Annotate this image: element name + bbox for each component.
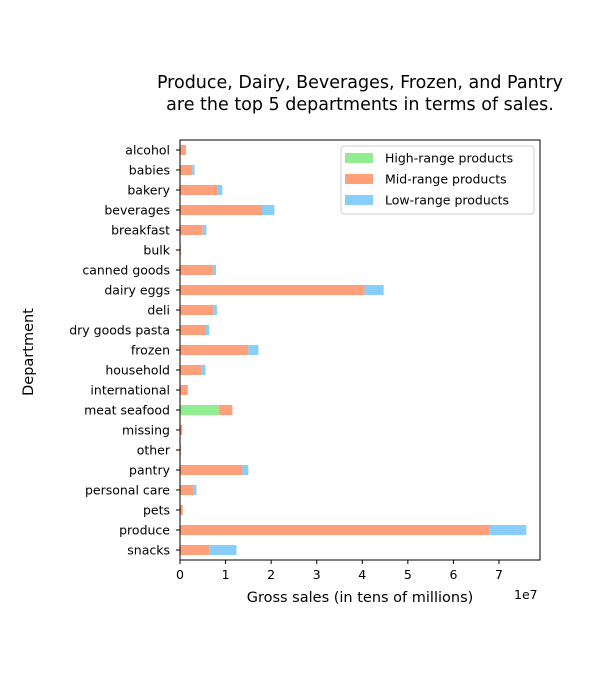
bar-produce-series-1 [180, 525, 490, 535]
bar-frozen-series-2 [248, 345, 259, 355]
bar-missing-series-1 [180, 425, 183, 435]
x-tick-label-2: 2 [267, 567, 275, 582]
y-tick-label-canned-goods: canned goods [82, 263, 170, 278]
y-tick-label-produce: produce [119, 523, 170, 538]
y-tick-label-pets: pets [143, 503, 170, 518]
bar-meat-seafood-series-0 [180, 405, 219, 415]
y-tick-label-meat-seafood: meat seafood [84, 403, 170, 418]
bar-beverages-series-2 [262, 205, 275, 215]
y-tick-label-missing: missing [122, 423, 170, 438]
legend-frame [340, 145, 535, 215]
legend-label-mid-range-products: Mid-range products [385, 172, 507, 187]
bar-deli-series-2 [213, 305, 217, 315]
x-axis-offset-label: 1e7 [514, 587, 538, 602]
bar-breakfast-series-2 [202, 225, 207, 235]
x-axis: 0 1 2 3 4 5 6 7 [176, 560, 503, 582]
y-tick-label-babies: babies [129, 163, 170, 178]
x-tick-label-5: 5 [404, 567, 412, 582]
bar-snacks-series-2 [209, 545, 237, 555]
x-tick-label-6: 6 [449, 567, 457, 582]
x-axis-label: Gross sales (in tens of millions) [247, 590, 474, 606]
bar-deli-series-1 [180, 305, 214, 315]
bar-dairy-eggs-series-1 [180, 285, 365, 295]
bar-household-series-1 [180, 365, 202, 375]
bar-personal-care-series-1 [180, 485, 194, 495]
legend-swatch-low-range-products [345, 195, 373, 205]
y-tick-label-pantry: pantry [129, 463, 171, 478]
y-axis-label: Department [21, 308, 37, 396]
bar-canned-goods-series-1 [180, 265, 213, 275]
bar-pantry-series-1 [180, 465, 243, 475]
bar-snacks-series-1 [180, 545, 210, 555]
y-tick-label-international: international [90, 383, 170, 398]
legend: High-range products Mid-range products Low… [340, 145, 535, 215]
y-axis: alcohol babies bakery beverages breakfast bul… [69, 143, 180, 558]
bar-pets-series-1 [180, 505, 183, 515]
x-tick-label-4: 4 [358, 567, 366, 582]
y-tick-label-beverages: beverages [104, 203, 170, 218]
bar-dairy-eggs-series-2 [364, 285, 384, 295]
bar-dry-goods-pasta-series-1 [180, 325, 206, 335]
y-tick-label-bulk: bulk [143, 243, 170, 258]
y-tick-label-frozen: frozen [131, 343, 170, 358]
x-tick-label-3: 3 [313, 567, 321, 582]
legend-swatch-high-range-products [345, 153, 373, 163]
y-tick-label-other: other [137, 443, 171, 458]
y-tick-label-bakery: bakery [127, 183, 170, 198]
bar-beverages-series-1 [180, 205, 263, 215]
chart-title-line-2: are the top 5 departments in terms of sa… [166, 95, 554, 115]
x-tick-label-7: 7 [495, 567, 503, 582]
legend-swatch-mid-range-products [345, 174, 373, 184]
bar-produce-series-2 [489, 525, 527, 535]
bar-household-series-2 [201, 365, 206, 375]
bar-babies-series-2 [192, 165, 195, 175]
chart-title-line-1: Produce, Dairy, Beverages, Frozen, and P… [157, 73, 563, 93]
bar-meat-seafood-series-1 [218, 405, 233, 415]
x-tick-label-0: 0 [176, 567, 184, 582]
x-tick-label-1: 1 [222, 567, 230, 582]
y-tick-label-snacks: snacks [127, 543, 170, 558]
bar-international-series-1 [180, 385, 188, 395]
y-tick-label-deli: deli [147, 303, 170, 318]
bar-babies-series-1 [180, 165, 193, 175]
bar-bakery-series-2 [217, 185, 223, 195]
y-tick-label-household: household [105, 363, 170, 378]
bar-bakery-series-1 [180, 185, 218, 195]
bar-pantry-series-2 [242, 465, 249, 475]
bar-alcohol-series-1 [180, 145, 186, 155]
bar-dry-goods-pasta-series-2 [205, 325, 210, 335]
y-tick-label-alcohol: alcohol [125, 143, 170, 158]
legend-label-high-range-products: High-range products [385, 151, 513, 166]
bar-personal-care-series-2 [193, 485, 197, 495]
bar-frozen-series-1 [180, 345, 249, 355]
y-tick-label-personal-care: personal care [85, 483, 170, 498]
bars-group [180, 145, 527, 555]
y-tick-label-breakfast: breakfast [111, 223, 170, 238]
legend-label-low-range-products: Low-range products [385, 193, 509, 208]
y-tick-label-dry-goods-pasta: dry goods pasta [69, 323, 170, 338]
bar-canned-goods-series-2 [212, 265, 216, 275]
bar-breakfast-series-1 [180, 225, 203, 235]
y-tick-label-dairy-eggs: dairy eggs [104, 283, 170, 298]
